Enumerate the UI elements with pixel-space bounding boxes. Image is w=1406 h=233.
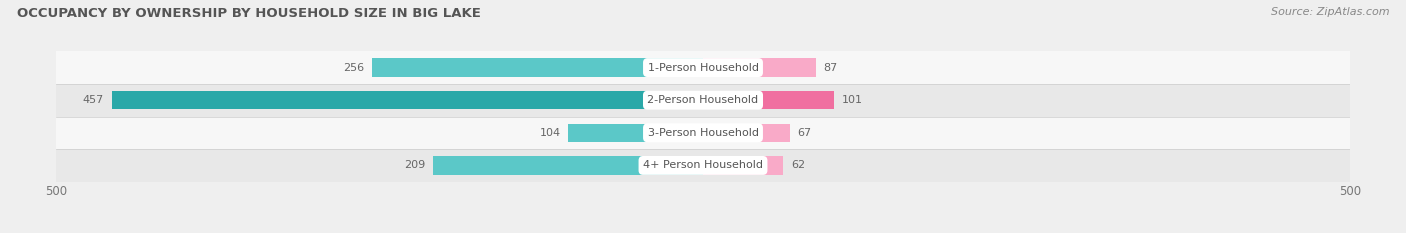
Bar <box>703 91 834 109</box>
Bar <box>112 91 703 109</box>
Bar <box>371 58 703 77</box>
Bar <box>56 116 1350 149</box>
Bar <box>703 124 790 142</box>
Bar <box>703 58 815 77</box>
Text: 2-Person Household: 2-Person Household <box>647 95 759 105</box>
Text: 62: 62 <box>792 161 806 170</box>
Text: 101: 101 <box>841 95 862 105</box>
Bar <box>56 51 1350 84</box>
Text: 87: 87 <box>824 63 838 72</box>
Text: Source: ZipAtlas.com: Source: ZipAtlas.com <box>1271 7 1389 17</box>
Text: 256: 256 <box>343 63 364 72</box>
Bar <box>568 124 703 142</box>
Text: 457: 457 <box>83 95 104 105</box>
Text: 104: 104 <box>540 128 561 138</box>
Bar <box>56 84 1350 116</box>
Text: OCCUPANCY BY OWNERSHIP BY HOUSEHOLD SIZE IN BIG LAKE: OCCUPANCY BY OWNERSHIP BY HOUSEHOLD SIZE… <box>17 7 481 20</box>
Text: 4+ Person Household: 4+ Person Household <box>643 161 763 170</box>
Bar <box>433 156 703 175</box>
Text: 67: 67 <box>797 128 811 138</box>
Bar <box>56 149 1350 182</box>
Text: 209: 209 <box>404 161 425 170</box>
Text: 3-Person Household: 3-Person Household <box>648 128 758 138</box>
Bar <box>703 156 783 175</box>
Text: 1-Person Household: 1-Person Household <box>648 63 758 72</box>
